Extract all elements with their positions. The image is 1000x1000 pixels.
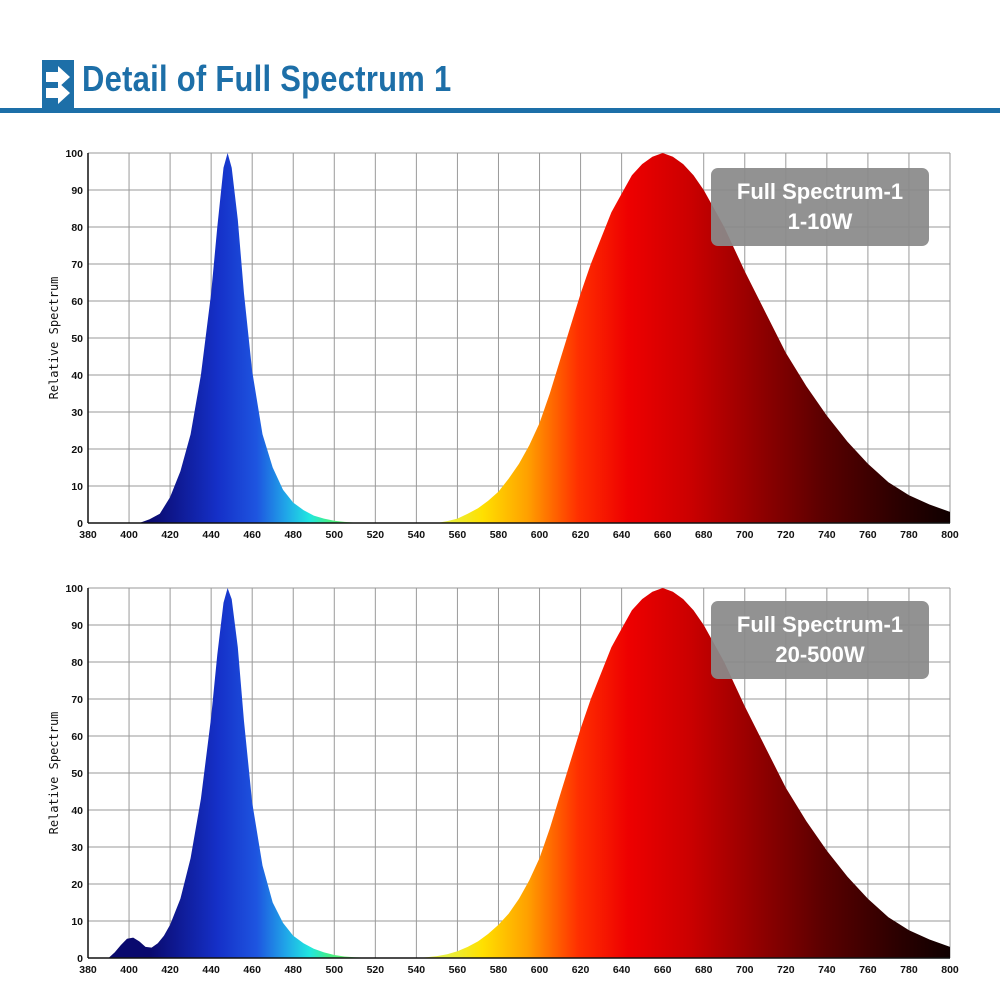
x-tick-label: 440 [202, 964, 220, 976]
y-tick-label: 20 [71, 879, 83, 891]
y-tick-label: 80 [71, 222, 83, 234]
x-tick-label: 800 [941, 964, 959, 976]
badge-background [711, 601, 929, 679]
x-tick-label: 520 [367, 964, 385, 976]
y-tick-label: 30 [71, 842, 83, 854]
x-tick-label: 480 [284, 529, 302, 541]
y-tick-label: 50 [71, 768, 83, 780]
y-tick-label: 40 [71, 370, 83, 382]
x-tick-label: 620 [572, 964, 590, 976]
blue-peak-area [88, 588, 950, 958]
y-tick-label: 90 [71, 185, 83, 197]
y-tick-label: 80 [71, 657, 83, 669]
x-tick-label: 380 [79, 529, 97, 541]
y-tick-label: 50 [71, 333, 83, 345]
x-tick-label: 760 [859, 529, 877, 541]
x-tick-label: 680 [695, 529, 713, 541]
y-tick-label: 90 [71, 620, 83, 632]
y-tick-label: 100 [65, 148, 83, 160]
x-tick-label: 700 [736, 529, 754, 541]
x-tick-label: 580 [490, 964, 508, 976]
x-tick-label: 500 [326, 529, 344, 541]
double-arrow-right-icon [42, 60, 74, 108]
y-tick-label: 100 [65, 583, 83, 595]
x-tick-label: 600 [531, 529, 549, 541]
y-tick-label: 0 [77, 953, 83, 965]
y-tick-label: 60 [71, 731, 83, 743]
x-tick-label: 660 [654, 964, 672, 976]
x-tick-label: 380 [79, 964, 97, 976]
x-tick-label: 440 [202, 529, 220, 541]
x-tick-label: 420 [161, 964, 179, 976]
x-tick-label: 400 [120, 964, 138, 976]
header-underline [0, 108, 1000, 113]
x-tick-label: 640 [613, 964, 631, 976]
x-tick-label: 720 [777, 529, 795, 541]
x-tick-label: 780 [900, 529, 918, 541]
x-tick-label: 640 [613, 529, 631, 541]
y-axis-label: Relative Spectrum [47, 712, 61, 835]
y-tick-label: 40 [71, 805, 83, 817]
red-peak-area [88, 153, 950, 523]
y-tick-label: 70 [71, 259, 83, 271]
x-tick-label: 540 [408, 529, 426, 541]
x-tick-label: 700 [736, 964, 754, 976]
y-tick-label: 70 [71, 694, 83, 706]
badge-line: Full Spectrum-1 [737, 612, 903, 637]
y-tick-label: 30 [71, 407, 83, 419]
spectrum-chart-2: 380 400 420 440 460 480 500 520 540 560 580 600 620 6… [47, 583, 959, 976]
x-tick-label: 780 [900, 964, 918, 976]
x-tick-label: 620 [572, 529, 590, 541]
x-tick-label: 760 [859, 964, 877, 976]
x-tick-label: 520 [367, 529, 385, 541]
x-tick-label: 600 [531, 964, 549, 976]
x-tick-label: 580 [490, 529, 508, 541]
y-tick-label: 10 [71, 916, 83, 928]
x-tick-label: 420 [161, 529, 179, 541]
x-tick-label: 720 [777, 964, 795, 976]
x-tick-label: 560 [449, 529, 467, 541]
x-tick-label: 400 [120, 529, 138, 541]
x-tick-label: 480 [284, 964, 302, 976]
red-peak-area [88, 588, 950, 958]
badge-line: 1-10W [788, 209, 853, 234]
x-tick-label: 500 [326, 964, 344, 976]
x-tick-label: 680 [695, 964, 713, 976]
y-tick-label: 0 [77, 518, 83, 530]
spectrum-badge: Full Spectrum-1 20-500W [711, 601, 929, 679]
x-tick-label: 560 [449, 964, 467, 976]
spectrum-badge: Full Spectrum-1 1-10W [711, 168, 929, 246]
x-tick-label: 540 [408, 964, 426, 976]
badge-line: 20-500W [775, 642, 865, 667]
x-tick-label: 460 [243, 529, 261, 541]
x-tick-label: 740 [818, 529, 836, 541]
x-tick-label: 660 [654, 529, 672, 541]
badge-background [711, 168, 929, 246]
y-tick-label: 10 [71, 481, 83, 493]
x-tick-label: 740 [818, 964, 836, 976]
badge-line: Full Spectrum-1 [737, 179, 903, 204]
spectrum-chart-1: 380 400 420 440 460 480 500 520 540 560 580 600 620 6… [47, 148, 959, 541]
y-tick-label: 20 [71, 444, 83, 456]
x-tick-label: 800 [941, 529, 959, 541]
y-axis-label: Relative Spectrum [47, 277, 61, 400]
page-title: Detail of Full Spectrum 1 [82, 58, 452, 99]
x-tick-label: 460 [243, 964, 261, 976]
y-tick-label: 60 [71, 296, 83, 308]
